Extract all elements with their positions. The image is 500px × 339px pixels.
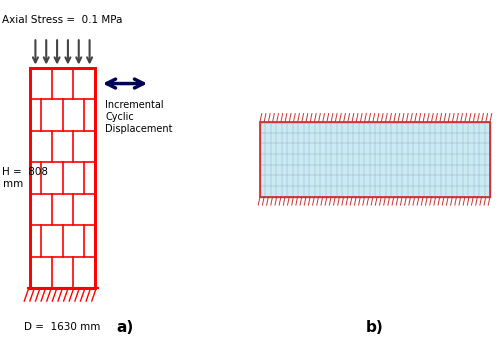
Text: b): b) — [366, 320, 384, 335]
Text: a): a) — [116, 320, 134, 335]
Bar — [30, 68, 95, 288]
Text: H =  808
mm: H = 808 mm — [2, 167, 48, 189]
Bar — [260, 122, 490, 197]
Text: D =  1630 mm: D = 1630 mm — [24, 322, 101, 332]
Text: Incremental
Cyclic
Displacement: Incremental Cyclic Displacement — [105, 100, 172, 134]
Bar — [30, 68, 95, 288]
Text: Axial Stress =  0.1 MPa: Axial Stress = 0.1 MPa — [2, 16, 122, 25]
Bar — [260, 122, 490, 197]
